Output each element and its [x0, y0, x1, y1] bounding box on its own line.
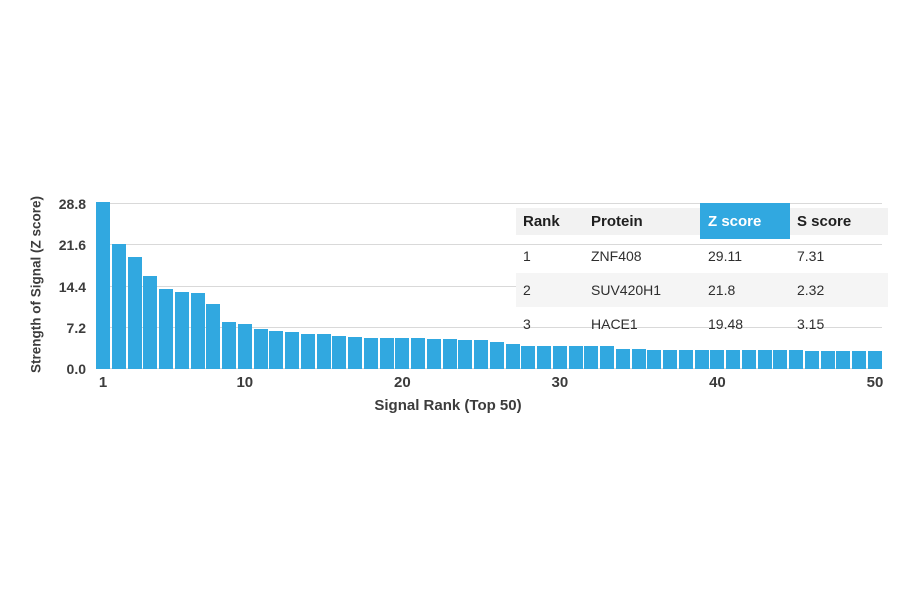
cell-s_score: 3.15	[797, 316, 825, 332]
gridline	[96, 244, 882, 246]
bar-rank-2	[111, 244, 126, 369]
bar-rank-23	[442, 339, 457, 369]
bar-rank-15	[316, 334, 331, 369]
bar-rank-31	[568, 346, 583, 369]
table-header-rank: Rank	[523, 212, 560, 230]
table-header-protein: Protein	[591, 212, 643, 230]
x-axis-title: Signal Rank (Top 50)	[374, 397, 522, 414]
bar-rank-27	[505, 344, 520, 369]
bar-rank-32	[584, 346, 599, 369]
bar-rank-33	[600, 346, 614, 369]
bar-rank-10	[237, 323, 252, 369]
bar-rank-48	[836, 350, 851, 369]
cell-rank: 3	[523, 316, 531, 332]
bar-rank-12	[269, 331, 284, 369]
cell-s_score: 7.31	[797, 248, 825, 264]
bar-series	[96, 202, 882, 369]
bar-rank-49	[852, 350, 866, 369]
bar-rank-30	[552, 346, 567, 369]
x-tick-label: 50	[866, 374, 884, 391]
bar-rank-39	[694, 349, 709, 369]
bar-rank-24	[458, 339, 473, 369]
table-row-znf408: 1 ZNF408 29.11 7.31	[516, 239, 888, 273]
bar-rank-19	[379, 337, 394, 369]
table-header-z_score: Z score	[708, 212, 762, 230]
bar-rank-47	[820, 350, 835, 369]
cell-z_score: 19.48	[708, 316, 744, 332]
bar-rank-4	[143, 276, 158, 369]
table-row-suv420h1: 2 SUV420H1 21.8 2.32	[516, 273, 888, 307]
table-header-s_score: S score	[797, 212, 852, 230]
gridline	[96, 326, 882, 328]
bar-rank-44	[773, 350, 788, 369]
top-proteins-table: Rank Protein Z score S score 1 ZNF408 29.11 7.…	[516, 203, 888, 341]
bar-rank-28	[521, 345, 536, 369]
bar-rank-38	[678, 349, 693, 369]
gridline	[96, 203, 882, 204]
y-tick-label: 0.0	[66, 361, 86, 377]
bar-rank-17	[348, 336, 362, 369]
cell-protein: ZNF408	[591, 248, 642, 264]
bar-rank-20	[395, 338, 410, 369]
bar-rank-40	[710, 349, 725, 369]
y-tick-label: 21.6	[58, 237, 86, 254]
bar-rank-13	[285, 331, 299, 369]
table-header-row: Rank Protein Z score S score	[516, 203, 888, 239]
x-tick-label: 20	[394, 374, 411, 391]
bar-rank-7	[190, 293, 205, 369]
bar-rank-18	[363, 337, 378, 369]
z-score-highlight-cell	[700, 203, 790, 239]
y-tick-label: 7.2	[66, 319, 86, 336]
bar-rank-45	[789, 350, 803, 369]
bar-rank-8	[206, 303, 221, 369]
bar-rank-6	[174, 291, 189, 369]
gridline	[96, 368, 882, 369]
bar-rank-50	[867, 351, 882, 369]
bar-rank-9	[222, 322, 236, 369]
bar-rank-21	[411, 338, 425, 369]
bar-rank-29	[537, 345, 551, 369]
bar-rank-43	[757, 350, 772, 369]
bar-rank-14	[300, 334, 315, 369]
x-tick-label: 10	[236, 374, 254, 391]
gridline	[96, 285, 882, 287]
bar-rank-25	[474, 339, 488, 369]
bar-rank-41	[726, 349, 740, 369]
bar-rank-26	[489, 341, 504, 369]
cell-protein: SUV420H1	[591, 282, 662, 298]
bar-rank-36	[647, 349, 662, 369]
y-tick-label: 14.4	[58, 278, 86, 295]
cell-rank: 2	[523, 282, 531, 298]
table-row-hace1: 3 HACE1 19.48 3.15	[516, 307, 888, 341]
bar-rank-22	[426, 339, 441, 369]
x-tick-label: 1	[98, 374, 108, 391]
bar-rank-34	[615, 348, 630, 369]
cell-z_score: 29.11	[708, 248, 742, 264]
bar-rank-46	[804, 350, 819, 369]
bar-rank-1	[96, 202, 110, 369]
cell-z_score: 21.8	[708, 282, 736, 298]
cell-rank: 1	[523, 248, 531, 264]
y-tick-label: 28.8	[58, 196, 86, 212]
bar-rank-37	[663, 349, 677, 369]
x-tick-label: 30	[551, 374, 569, 391]
bar-rank-3	[127, 257, 142, 369]
bar-chart-plot-area	[96, 202, 882, 369]
bar-rank-5	[159, 288, 173, 369]
bar-rank-16	[332, 335, 347, 369]
cell-s_score: 2.32	[797, 282, 825, 298]
x-tick-label: 40	[709, 374, 726, 391]
bar-rank-42	[741, 350, 756, 369]
cell-protein: HACE1	[591, 316, 638, 332]
bar-rank-35	[631, 348, 646, 369]
bar-rank-11	[253, 328, 268, 369]
